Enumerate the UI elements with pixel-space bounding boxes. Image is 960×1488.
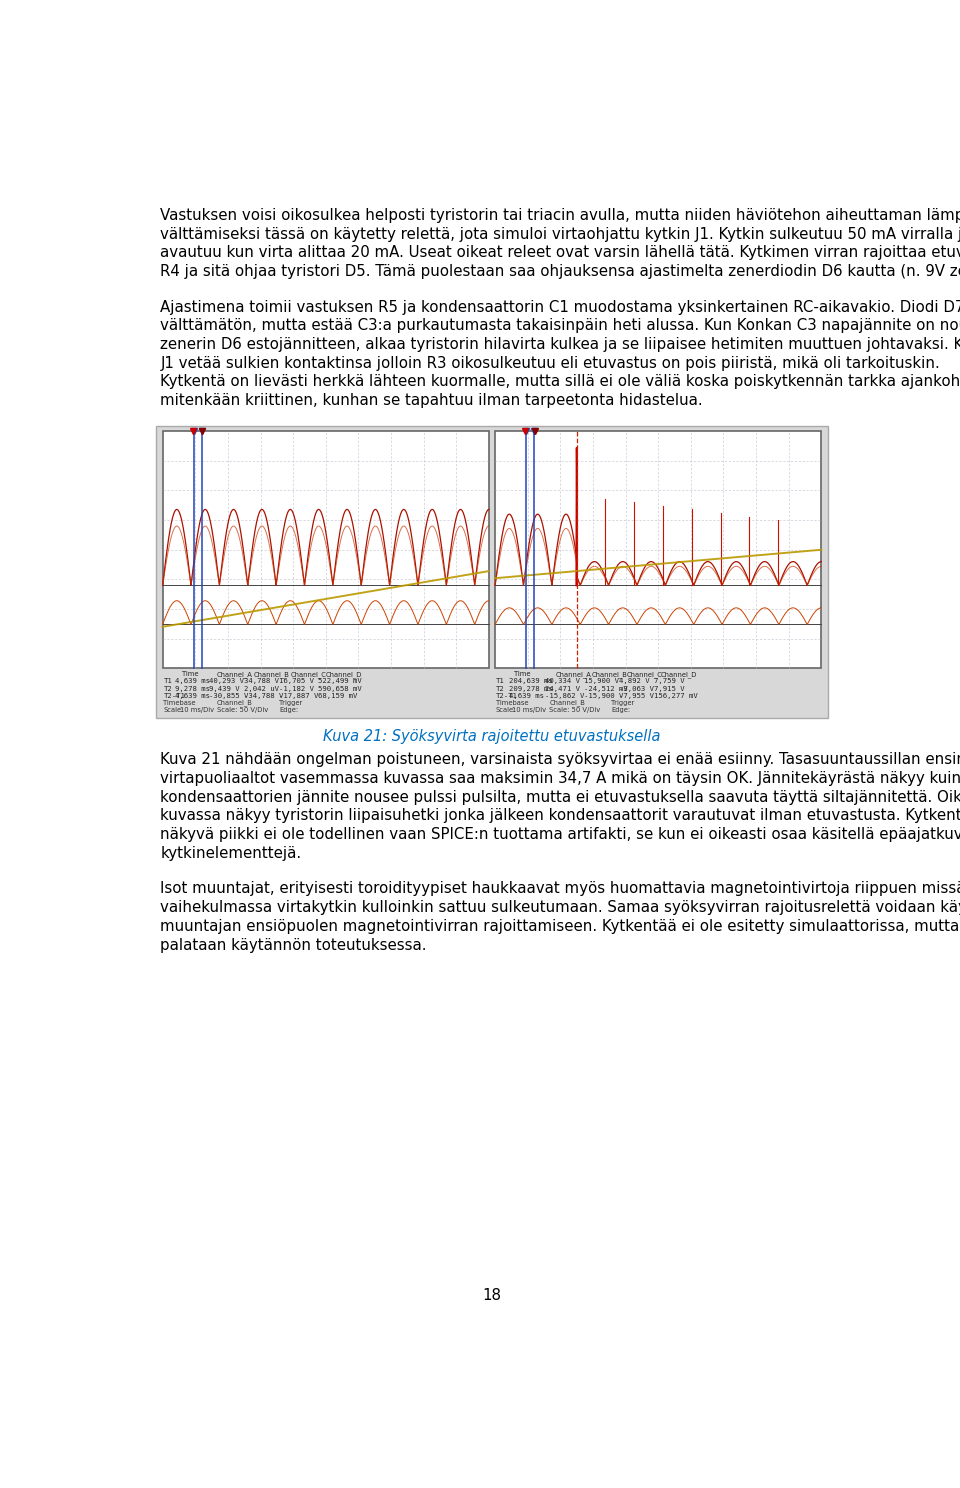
Text: -15,862 V: -15,862 V (545, 692, 585, 699)
Text: 40,293 V: 40,293 V (209, 679, 244, 684)
Text: 522,499 mV: 522,499 mV (318, 679, 361, 684)
Text: Channel_A: Channel_A (217, 671, 252, 679)
Text: Edge:: Edge: (278, 707, 298, 713)
Text: 10 ms/Div: 10 ms/Div (512, 707, 546, 713)
Text: 40,334 V: 40,334 V (545, 679, 581, 684)
Text: 7,759 V: 7,759 V (654, 679, 684, 684)
Text: 209,278 ms: 209,278 ms (509, 686, 553, 692)
Text: 68,159 mV: 68,159 mV (318, 692, 357, 699)
Text: 4,639 ms: 4,639 ms (509, 692, 544, 699)
Text: Channel_A: Channel_A (556, 671, 591, 679)
Text: Channel_B: Channel_B (549, 699, 586, 707)
Text: Timebase: Timebase (496, 699, 528, 705)
Text: -24,512 mV: -24,512 mV (585, 686, 628, 692)
Text: 156,277 mV: 156,277 mV (654, 692, 698, 699)
Text: -3,063 V: -3,063 V (619, 686, 654, 692)
Text: T1: T1 (496, 679, 505, 684)
Text: 7,915 V: 7,915 V (654, 686, 684, 692)
Text: mitenkään kriittinen, kunhan se tapahtuu ilman tarpeetonta hidastelua.: mitenkään kriittinen, kunhan se tapahtuu… (160, 393, 703, 408)
Text: Vastuksen voisi oikosulkea helposti tyristorin tai triacin avulla, mutta niiden : Vastuksen voisi oikosulkea helposti tyri… (160, 208, 960, 223)
Text: T1: T1 (163, 679, 172, 684)
Text: 4,892 V: 4,892 V (619, 679, 650, 684)
Text: -15,900 V: -15,900 V (585, 692, 624, 699)
Text: T2: T2 (163, 686, 172, 692)
Text: Scale:: Scale: (496, 707, 516, 713)
Text: 4,639 ms: 4,639 ms (175, 679, 210, 684)
Text: -7,955 V: -7,955 V (619, 692, 654, 699)
Text: 590,658 mV: 590,658 mV (318, 686, 361, 692)
Bar (162, 432, 489, 668)
Text: 9,278 ms: 9,278 ms (175, 686, 210, 692)
Text: T2-T1: T2-T1 (163, 692, 185, 699)
Text: Timebase: Timebase (163, 699, 196, 705)
Text: kondensaattorien jännite nousee pulssi pulsilta, mutta ei etuvastuksella saavuta: kondensaattorien jännite nousee pulssi p… (160, 790, 960, 805)
Text: 16,705 V: 16,705 V (278, 679, 314, 684)
Text: 10 ms/Div: 10 ms/Div (180, 707, 214, 713)
Text: -1,182 V: -1,182 V (278, 686, 314, 692)
Text: kuvassa näkyy tyristorin liipaisuhetki jonka jälkeen kondensaattorit varautuvat : kuvassa näkyy tyristorin liipaisuhetki j… (160, 808, 960, 823)
Text: Channel_B: Channel_B (254, 671, 290, 679)
Text: Trigger: Trigger (278, 699, 302, 705)
Text: kytkinelementtejä.: kytkinelementtejä. (160, 845, 301, 862)
Text: välttämiseksi tässä on käytetty relettä, jota simuloi virtaohjattu kytkin J1. Ky: välttämiseksi tässä on käytetty relettä,… (160, 226, 960, 241)
Text: Kytkentä on lievästi herkkä lähteen kuormalle, mutta sillä ei ole väliä koska po: Kytkentä on lievästi herkkä lähteen kuor… (160, 375, 960, 390)
Bar (495, 432, 822, 668)
Text: Channel_C: Channel_C (627, 671, 662, 679)
Text: vaihekulmassa virtakytkin kulloinkin sattuu sulkeutumaan. Samaa syöksyvirran raj: vaihekulmassa virtakytkin kulloinkin sat… (160, 900, 960, 915)
Text: Channel_B: Channel_B (217, 699, 252, 707)
Text: muuntajan ensiöpuolen magnetointivirran rajoittamiseen. Kytkentää ei ole esitett: muuntajan ensiöpuolen magnetointivirran … (160, 920, 960, 934)
Text: 18: 18 (483, 1287, 501, 1303)
Text: -30,855 V: -30,855 V (209, 692, 249, 699)
Text: 204,639 ms: 204,639 ms (509, 679, 553, 684)
Text: Time: Time (182, 671, 199, 677)
Bar (156, 426, 828, 719)
Text: R4 ja sitä ohjaa tyristori D5. Tämä puolestaan saa ohjauksensa ajastimelta zener: R4 ja sitä ohjaa tyristori D5. Tämä puol… (160, 263, 960, 278)
Text: Kuva 21: Syöksyvirta rajoitettu etuvastuksella: Kuva 21: Syöksyvirta rajoitettu etuvastu… (324, 729, 660, 744)
Text: zenerin D6 estojännitteen, alkaa tyristorin hilavirta kulkea ja se liipaisee het: zenerin D6 estojännitteen, alkaa tyristo… (160, 338, 960, 353)
Text: palataan käytännön toteutuksessa.: palataan käytännön toteutuksessa. (160, 937, 427, 952)
Text: Channel_B: Channel_B (592, 671, 628, 679)
Text: 34,788 V: 34,788 V (244, 679, 279, 684)
Text: T2: T2 (496, 686, 505, 692)
Text: välttämätön, mutta estää C3:a purkautumasta takaisinpäin heti alussa. Kun Konkan: välttämätön, mutta estää C3:a purkautuma… (160, 318, 960, 333)
Text: 9,439 V: 9,439 V (209, 686, 240, 692)
Text: 4,639 ms: 4,639 ms (175, 692, 210, 699)
Text: Scale: 50 V/Div: Scale: 50 V/Div (549, 707, 601, 713)
Text: -34,788 V: -34,788 V (244, 692, 283, 699)
Text: 24,471 V: 24,471 V (545, 686, 581, 692)
Text: Isot muuntajat, erityisesti toroidityypiset haukkaavat myös huomattavia magnetoi: Isot muuntajat, erityisesti toroidityypi… (160, 881, 960, 896)
Text: Ajastimena toimii vastuksen R5 ja kondensaattorin C1 muodostama yksinkertainen R: Ajastimena toimii vastuksen R5 ja konden… (160, 299, 960, 314)
Text: 2,042 uV: 2,042 uV (244, 686, 279, 692)
Text: Kuva 21 nähdään ongelman poistuneen, varsinaista syöksyvirtaa ei enää esiinny. T: Kuva 21 nähdään ongelman poistuneen, var… (160, 753, 960, 768)
Text: Channel_C: Channel_C (291, 671, 326, 679)
Text: Time: Time (515, 671, 531, 677)
Text: Trigger: Trigger (612, 699, 635, 705)
Text: Edge:: Edge: (612, 707, 631, 713)
Text: avautuu kun virta alittaa 20 mA. Useat oikeat releet ovat varsin lähellä tätä. K: avautuu kun virta alittaa 20 mA. Useat o… (160, 246, 960, 260)
Text: J1 vetää sulkien kontaktinsa jolloin R3 oikosulkeutuu eli etuvastus on pois piir: J1 vetää sulkien kontaktinsa jolloin R3 … (160, 356, 940, 371)
Text: Scale:: Scale: (163, 707, 183, 713)
Text: 15,900 V: 15,900 V (585, 679, 619, 684)
Text: Channel_D: Channel_D (325, 671, 362, 679)
Text: -17,887 V: -17,887 V (278, 692, 319, 699)
Text: T2-T1: T2-T1 (496, 692, 517, 699)
Text: Channel_D: Channel_D (660, 671, 697, 679)
Text: näkyvä piikki ei ole todellinen vaan SPICE:n tuottama artifakti, se kun ei oikea: näkyvä piikki ei ole todellinen vaan SPI… (160, 827, 960, 842)
Text: Scale: 50 V/Div: Scale: 50 V/Div (217, 707, 268, 713)
Text: virtapuoliaaltot vasemmassa kuvassa saa maksimin 34,7 A mikä on täysin OK. Jänni: virtapuoliaaltot vasemmassa kuvassa saa … (160, 771, 960, 786)
